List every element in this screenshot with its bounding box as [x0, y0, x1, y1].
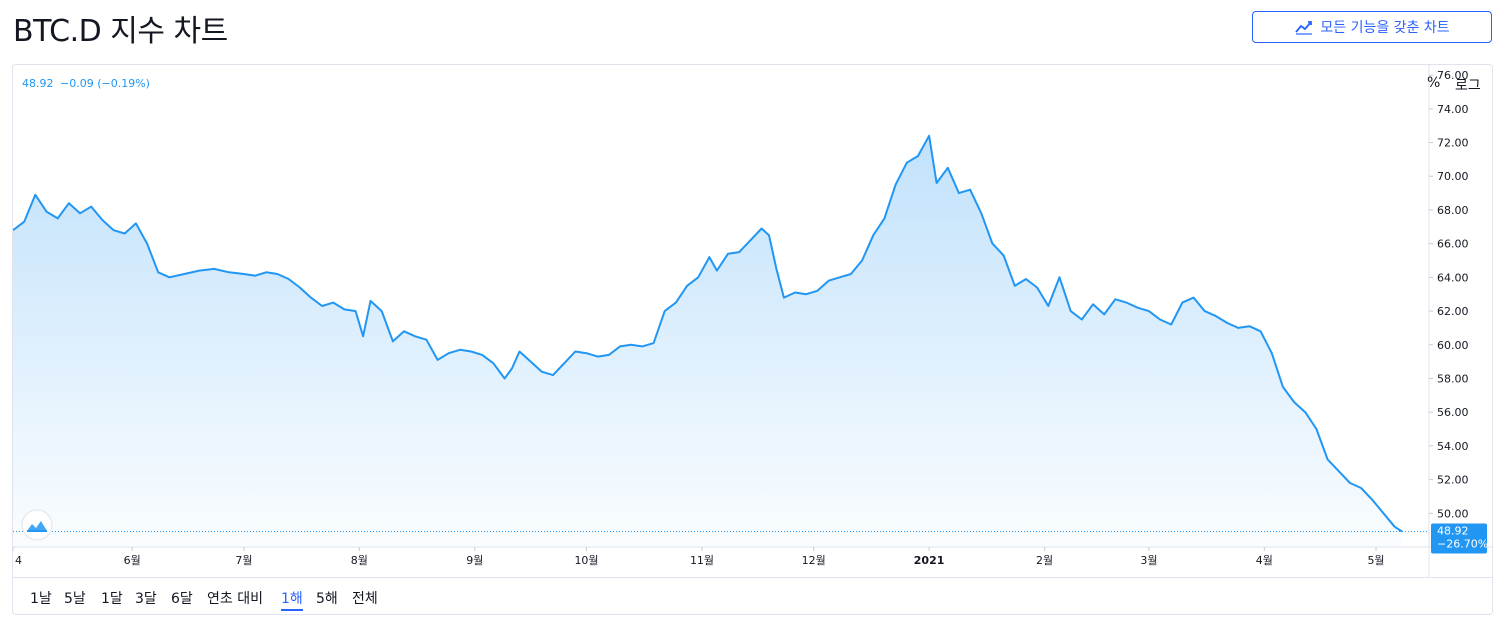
x-tick-label: 5월 [1367, 554, 1384, 567]
range-button-7[interactable]: 5해 [316, 588, 338, 608]
y-tick-label: 66.00 [1437, 238, 1469, 251]
y-tick-label: 62.00 [1437, 305, 1469, 318]
last-price-value: 48.92 [1437, 525, 1469, 538]
range-button-5[interactable]: 연초 대비 [207, 588, 263, 608]
x-tick-label: 11월 [690, 554, 714, 567]
y-tick-label: 58.00 [1437, 373, 1469, 386]
last-price-tag: 48.92 −26.70% [1431, 523, 1488, 554]
series-line [13, 134, 1403, 533]
full-chart-button[interactable]: 모든 기능을 갖춘 차트 [1252, 11, 1492, 43]
range-button-4[interactable]: 6달 [171, 588, 193, 608]
legend: 48.92 −0.09 (−0.19%) [22, 77, 150, 90]
y-tick-label: 60.00 [1437, 339, 1469, 352]
full-chart-button-label: 모든 기능을 갖춘 차트 [1320, 20, 1450, 36]
chart-line-icon [1295, 21, 1313, 35]
range-button-8[interactable]: 전체 [352, 588, 378, 608]
chart-area[interactable]: 50.00 52.00 54.00 56.00 58.00 60.00 62.00 64.00… [13, 65, 1492, 577]
x-tick-label: 4월 [1256, 554, 1273, 567]
legend-value: 48.92 [22, 77, 54, 90]
x-tick-label: 2월 [1036, 554, 1053, 567]
series-area-fill [13, 135, 1403, 548]
time-axis[interactable]: 4 6월 7월 8월 9월 10월 11월 12월 2021 2월 3월 4월 5월 [13, 547, 1385, 567]
log-scale-button[interactable]: 로그 [1455, 75, 1481, 95]
x-tick-label: 7월 [235, 554, 252, 567]
x-tick-label: 2021 [914, 554, 945, 567]
x-tick-label: 12월 [802, 554, 826, 567]
x-tick-label: 3월 [1140, 554, 1157, 567]
range-button-0[interactable]: 1날 [30, 588, 52, 608]
y-tick-label: 54.00 [1437, 440, 1469, 453]
last-price-change: −26.70% [1437, 538, 1488, 551]
x-tick-label: 8월 [351, 554, 368, 567]
chart-panel[interactable]: 50.00 52.00 54.00 56.00 58.00 60.00 62.00 64.00… [12, 64, 1493, 615]
y-tick-label: 72.00 [1437, 137, 1469, 150]
y-tick-label: 64.00 [1437, 271, 1469, 284]
y-tick-label: 56.00 [1437, 406, 1469, 419]
y-tick-label: 74.00 [1437, 103, 1469, 116]
x-tick-label: 4 [15, 554, 22, 567]
y-tick-label: 70.00 [1437, 170, 1469, 183]
y-tick-label: 76.00 [1437, 69, 1469, 82]
range-button-1[interactable]: 5날 [64, 588, 86, 608]
range-button-6[interactable]: 1해 [281, 588, 303, 611]
y-tick-label: 50.00 [1437, 507, 1469, 520]
x-tick-label: 10월 [574, 554, 598, 567]
range-button-2[interactable]: 1달 [101, 588, 123, 608]
range-selector: 1날 5날 1달 3달 6달 연초 대비 1해 5해 전체 [13, 577, 1492, 614]
legend-change: −0.09 (−0.19%) [60, 77, 150, 90]
watermark-logo [21, 509, 53, 541]
y-tick-label: 52.00 [1437, 474, 1469, 487]
price-axis[interactable]: 50.00 52.00 54.00 56.00 58.00 60.00 62.00 64.00… [1429, 69, 1469, 520]
x-tick-label: 6월 [124, 554, 141, 567]
percent-scale-button[interactable]: % [1427, 75, 1441, 91]
page-title: BTC.D 지수 차트 [13, 14, 228, 49]
x-tick-label: 9월 [466, 554, 483, 567]
y-tick-label: 68.00 [1437, 204, 1469, 217]
range-button-3[interactable]: 3달 [135, 588, 157, 608]
